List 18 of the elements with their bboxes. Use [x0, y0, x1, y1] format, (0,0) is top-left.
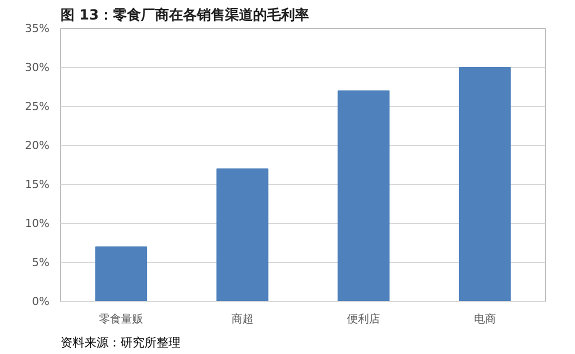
y-tick-label: 15%	[25, 178, 50, 191]
bar	[216, 168, 268, 302]
bar	[338, 90, 390, 302]
x-tick-label: 零食量贩	[99, 312, 144, 326]
y-tick-label: 35%	[25, 22, 50, 35]
chart-title: 图 13：零食厂商在各销售渠道的毛利率	[60, 6, 309, 24]
y-tick-label: 0%	[32, 295, 50, 308]
y-tick-label: 20%	[25, 139, 50, 152]
y-tick-label: 10%	[25, 217, 50, 230]
y-tick-label: 30%	[25, 61, 50, 74]
bar	[458, 67, 511, 302]
x-tick-label: 便利店	[347, 312, 380, 326]
text: 资料来源：研究所整理	[60, 336, 180, 350]
x-tick-label: 商超	[231, 312, 254, 326]
x-tick-label: 电商	[474, 312, 496, 326]
y-tick-label: 5%	[32, 256, 50, 269]
y-tick-label: 25%	[25, 100, 50, 113]
bar	[95, 246, 148, 302]
